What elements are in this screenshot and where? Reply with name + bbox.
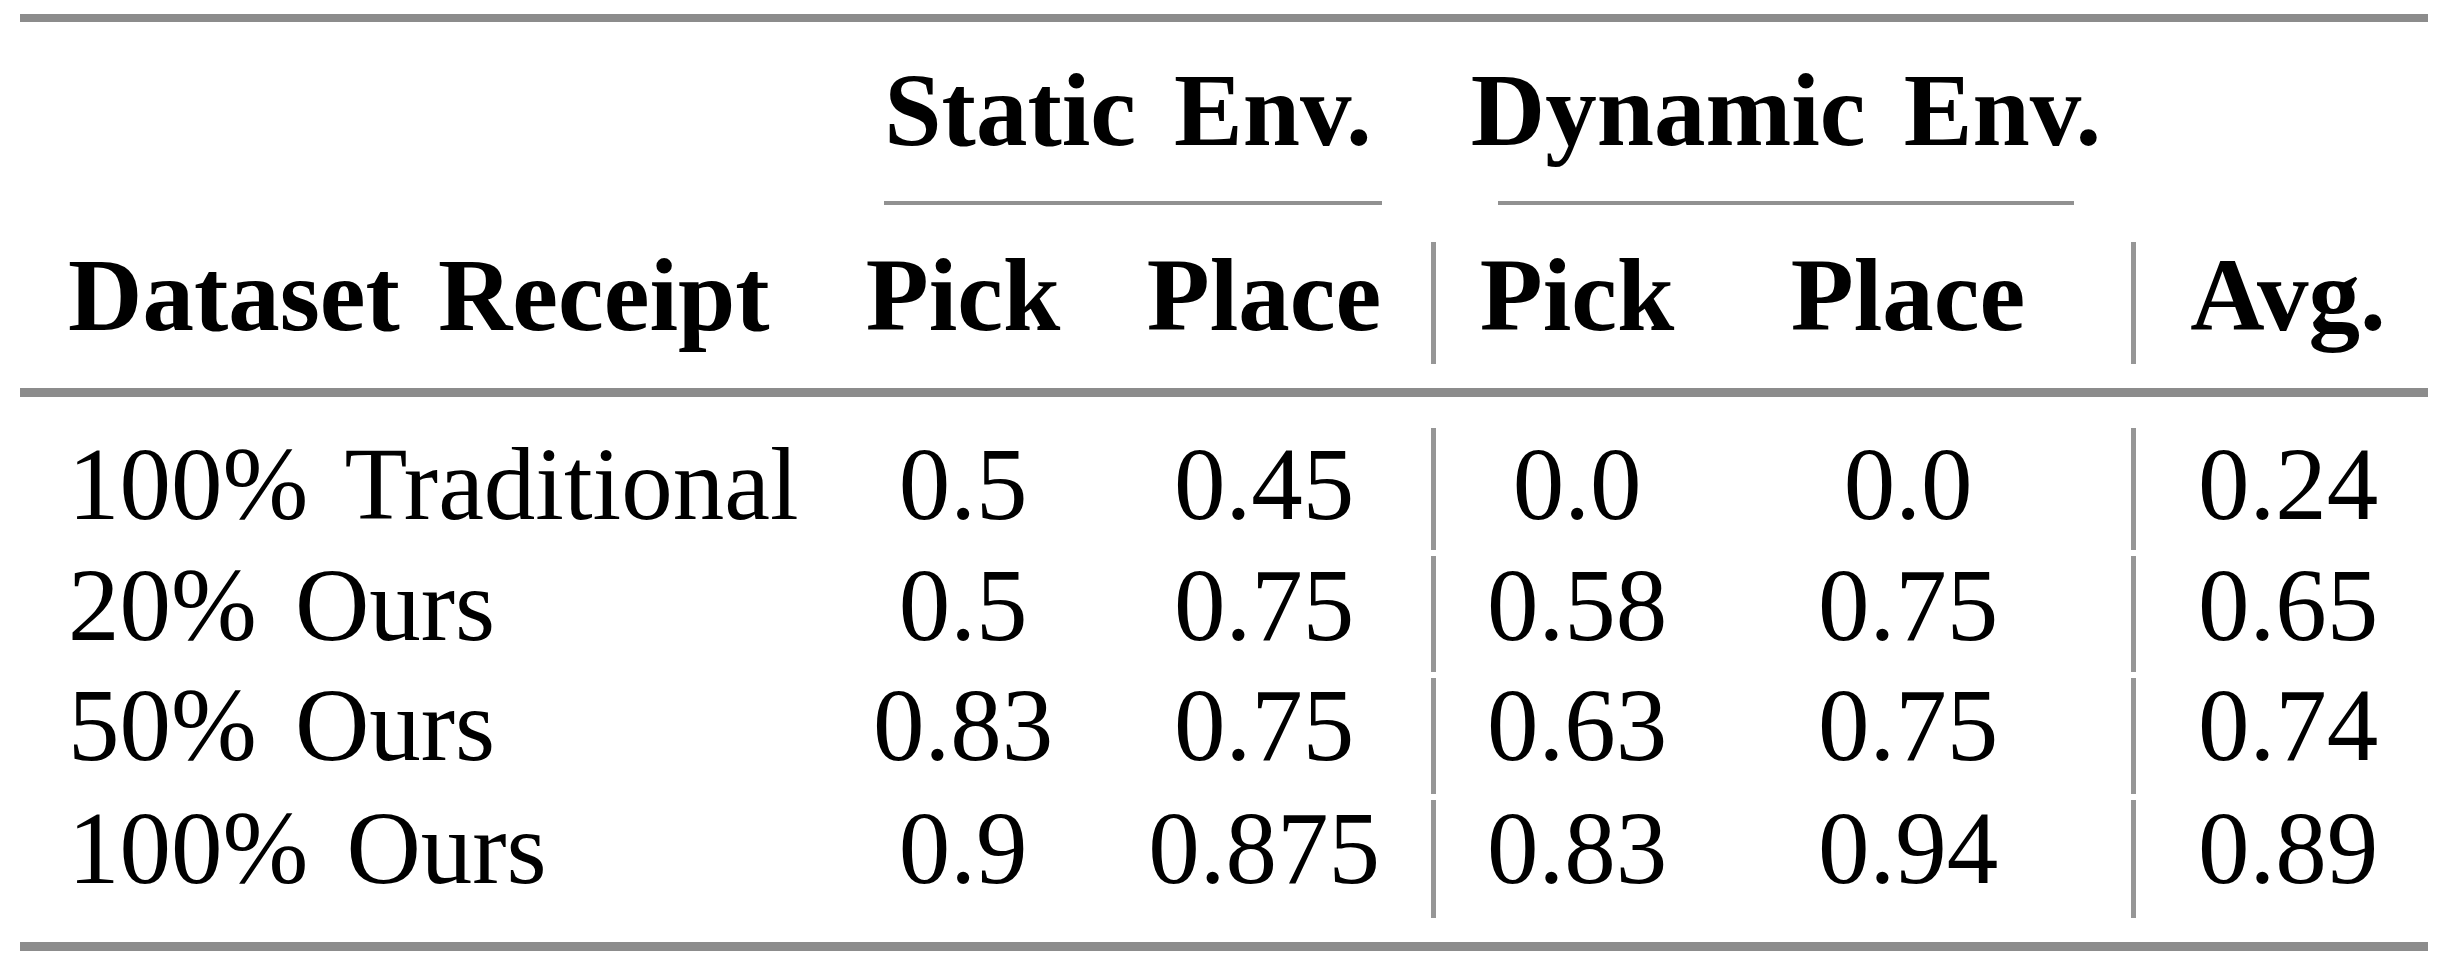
row-header-dataset-receipt: Dataset Receipt xyxy=(68,244,770,347)
row-label: 50% Ours xyxy=(68,674,495,777)
col-group-dynamic-env: Dynamic Env. xyxy=(1436,59,2136,162)
table-cell: 0.89 xyxy=(2088,797,2440,900)
results-table: Static Env. Dynamic Env. Dataset Receipt… xyxy=(0,0,2440,966)
row-label: 100% Traditional xyxy=(68,433,799,536)
table-bottom-rule xyxy=(20,942,2428,951)
col-group-static-env: Static Env. xyxy=(778,59,1478,162)
table-top-rule xyxy=(20,14,2428,22)
col-header-dynamic-place: Place xyxy=(1708,244,2108,347)
row-label: 20% Ours xyxy=(68,554,495,657)
table-cell: 0.0 xyxy=(1708,433,2108,536)
static-group-underline-rule xyxy=(884,201,1382,205)
dynamic-group-underline-rule xyxy=(1498,201,2074,205)
table-header-divider-rule xyxy=(20,388,2428,397)
table-cell: 0.65 xyxy=(2088,554,2440,657)
table-cell: 0.75 xyxy=(1708,674,2108,777)
table-cell: 0.24 xyxy=(2088,433,2440,536)
row-label: 100% Ours xyxy=(68,797,547,900)
table-cell: 0.75 xyxy=(1708,554,2108,657)
table-cell: 0.74 xyxy=(2088,674,2440,777)
col-header-avg: Avg. xyxy=(2088,244,2440,347)
table-cell: 0.94 xyxy=(1708,797,2108,900)
